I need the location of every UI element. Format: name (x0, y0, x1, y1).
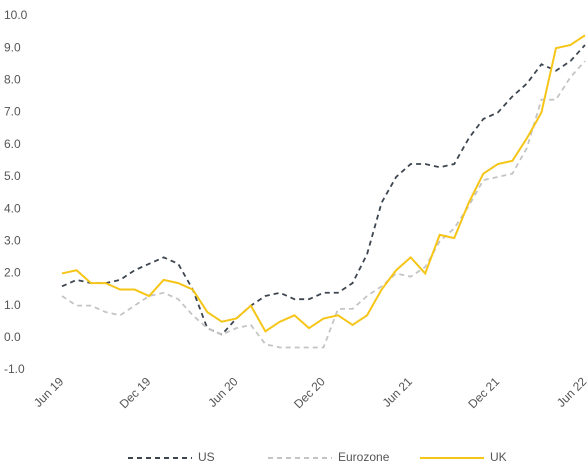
y-tick-label: 7.0 (4, 105, 21, 119)
y-tick-label: 3.0 (4, 233, 21, 247)
line-2 (61, 34, 586, 333)
y-tick-label: 1.0 (4, 298, 21, 312)
x-tick-label: Jun 21 (380, 374, 416, 410)
y-tick-label: 9.0 (4, 40, 21, 54)
y-tick-label: 10.0 (4, 8, 28, 22)
y-tick-label: 5.0 (4, 169, 21, 183)
y-tick-label: -1.0 (4, 362, 25, 376)
x-tick-label: Jun 19 (31, 374, 67, 410)
line-0 (61, 44, 586, 336)
y-tick-label: 6.0 (4, 137, 21, 151)
x-tick-label: Dec 21 (465, 374, 502, 411)
x-tick-label: Dec 19 (117, 374, 154, 411)
x-tick-label: Jun 20 (205, 374, 241, 410)
legend-label: UK (490, 450, 507, 464)
legend-label: US (198, 450, 215, 464)
x-tick-label: Jun 22 (554, 374, 588, 410)
line-1 (61, 60, 586, 349)
x-tick-label: Dec 20 (291, 374, 328, 411)
y-tick-label: 4.0 (4, 201, 21, 215)
y-tick-label: 0.0 (4, 330, 21, 344)
y-tick-label: 2.0 (4, 266, 21, 280)
legend-label: Eurozone (338, 450, 390, 464)
y-tick-label: 8.0 (4, 73, 21, 87)
